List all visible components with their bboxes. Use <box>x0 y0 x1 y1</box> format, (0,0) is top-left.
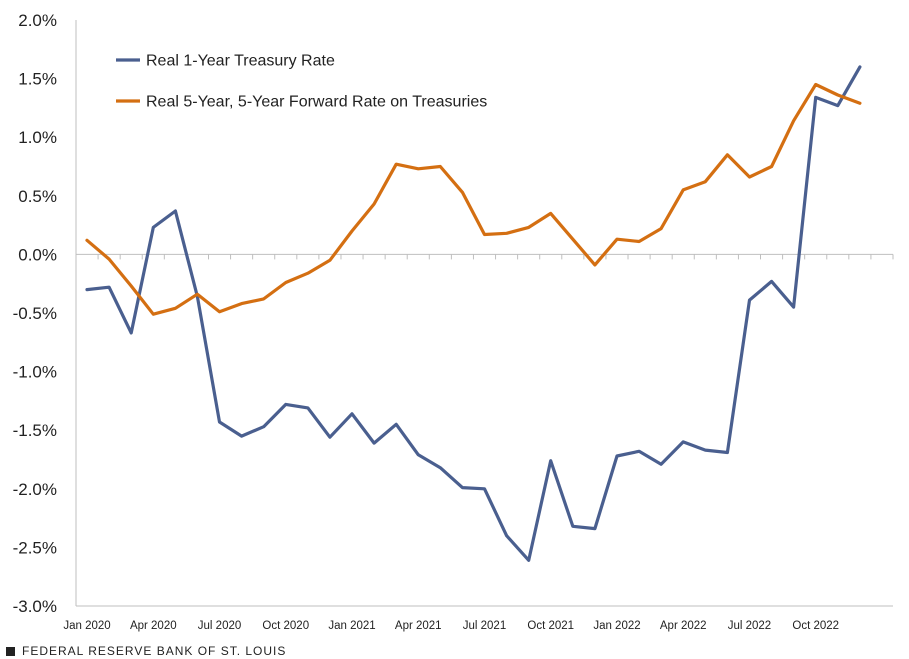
series-lines <box>85 65 862 562</box>
x-tick-label: Oct 2021 <box>527 620 574 632</box>
line-chart: -3.0% -2.5% -2.0% -1.5% -1.0% -0.5% 0.0% 0.5% 1.… <box>13 11 894 632</box>
x-axis-tick-labels: Jan 2020 Apr 2020 Jul 2020 Oct 2020 Jan 2021… <box>63 620 839 632</box>
x-tick-label: Apr 2021 <box>395 620 442 632</box>
x-tick-label: Jul 2021 <box>463 620 506 632</box>
legend-label-1: Real 1-Year Treasury Rate <box>146 53 335 70</box>
legend: Real 1-Year Treasury Rate Real 5-Year, 5-… <box>116 53 487 111</box>
x-tick-label: Jan 2022 <box>593 620 640 632</box>
x-tick-label: Jul 2022 <box>728 620 771 632</box>
source-footer: FEDERAL RESERVE BANK OF ST. LOUIS <box>6 644 286 658</box>
legend-label-2: Real 5-Year, 5-Year Forward Rate on Trea… <box>146 94 487 111</box>
y-tick-label: 2.0% <box>18 11 57 30</box>
footer-text: FEDERAL RESERVE BANK OF ST. LOUIS <box>22 644 287 658</box>
y-tick-label: -1.0% <box>13 363 57 382</box>
y-tick-label: 0.0% <box>18 245 57 264</box>
x-tick-label: Oct 2022 <box>792 620 839 632</box>
x-tick-label: Jan 2020 <box>63 620 110 632</box>
x-tick-label: Apr 2020 <box>130 620 177 632</box>
x-tick-label: Jul 2020 <box>198 620 241 632</box>
y-tick-label: 1.5% <box>18 70 57 89</box>
x-tick-label: Oct 2020 <box>262 620 309 632</box>
y-tick-label: -3.0% <box>13 597 57 616</box>
y-tick-label: -2.5% <box>13 538 57 557</box>
x-tick-label: Jan 2021 <box>328 620 375 632</box>
y-tick-label: 1.0% <box>18 128 57 147</box>
footer-square-icon <box>6 646 15 656</box>
y-tick-label: 0.5% <box>18 187 57 206</box>
x-tick-label: Apr 2022 <box>660 620 707 632</box>
series-line-2 <box>85 82 862 316</box>
y-tick-label: -0.5% <box>13 304 57 323</box>
y-tick-label: -1.5% <box>13 421 57 440</box>
axes <box>75 20 894 607</box>
series-line-1 <box>85 65 862 562</box>
y-axis-tick-labels: -3.0% -2.5% -2.0% -1.5% -1.0% -0.5% 0.0% 0.5% 1.… <box>13 11 57 616</box>
y-tick-label: -2.0% <box>13 480 57 499</box>
